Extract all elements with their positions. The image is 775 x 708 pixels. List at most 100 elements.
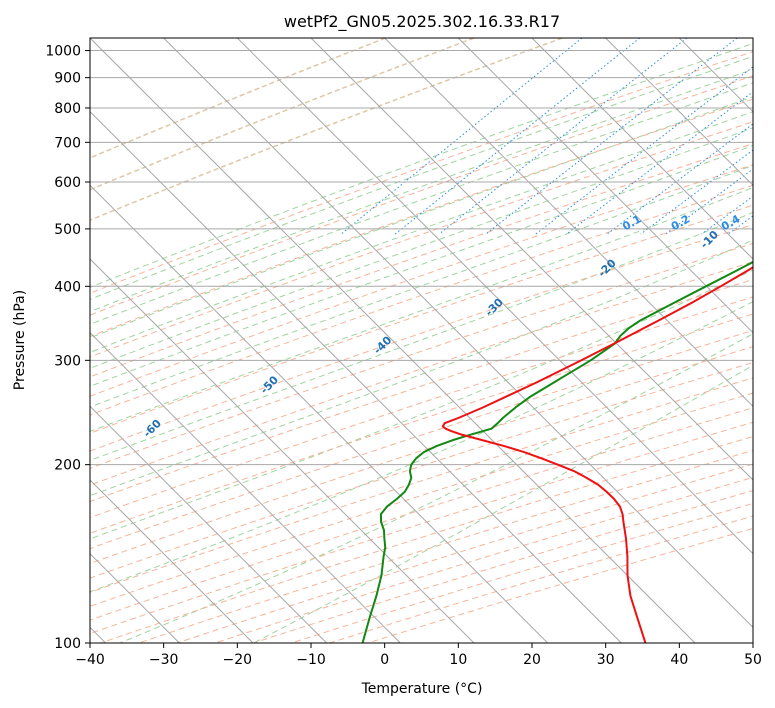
ccl-curve	[90, 38, 563, 221]
isotherm-label: -50	[258, 373, 281, 396]
dry-adiabat-line	[90, 164, 753, 397]
y-tick-label: 100	[54, 636, 81, 652]
mixing-ratio-label: 0.1	[620, 212, 643, 233]
isotherm-label: -70	[20, 464, 43, 487]
ccl-line	[90, 38, 563, 221]
moist-adiabat-line	[90, 42, 753, 288]
x-axis-label: Temperature (°C)	[361, 681, 483, 697]
x-tick-label: 50	[744, 652, 762, 668]
isotherm-line	[90, 38, 696, 643]
mixing-ratio-line	[394, 38, 641, 235]
dry-adiabat-line	[90, 421, 753, 635]
x-tick-label: 20	[523, 652, 541, 668]
moist-adiabat-line	[90, 164, 753, 408]
mixing-ratio-line	[606, 123, 753, 235]
dry-adiabat-line	[90, 121, 753, 358]
dry-adiabat-line	[176, 463, 753, 643]
x-tick-label: −40	[75, 652, 105, 668]
dry-adiabat-line	[253, 490, 753, 643]
moist-adiabat-line	[90, 239, 753, 497]
mixing-ratio-line	[701, 195, 753, 235]
y-tick-label: 800	[54, 101, 81, 117]
dry-adiabat-line	[100, 435, 753, 643]
x-tick-label: −20	[223, 652, 253, 668]
dry-adiabat-line	[329, 515, 753, 643]
moist-adiabat-line	[90, 211, 753, 461]
y-axis: 1000 900 800 700 600 500 400 300 200 100	[45, 44, 90, 652]
y-tick-label: 1000	[45, 44, 81, 60]
mixing-ratio-line	[535, 66, 753, 235]
x-tick-label: 40	[670, 652, 688, 668]
isotherm-label: -60	[141, 417, 164, 440]
mixing-ratio-line	[438, 38, 688, 235]
y-tick-label: 200	[54, 458, 81, 474]
moist-adiabat-line	[90, 68, 753, 313]
dry-adiabat-line	[90, 143, 753, 378]
isotherm-line	[678, 38, 753, 113]
isotherm-line	[90, 258, 475, 643]
isotherm-line	[531, 38, 753, 260]
y-tick-label: 900	[54, 71, 81, 87]
plot-frame	[89, 37, 754, 644]
x-tick-label: 0	[380, 652, 389, 668]
isotherm-line	[90, 405, 328, 643]
moist-adiabat-line	[90, 82, 753, 325]
isotherm-label: -40	[371, 333, 394, 356]
isotherm-label: -10	[698, 228, 721, 251]
isotherm-label: -30	[483, 296, 506, 319]
dry-adiabats	[90, 51, 753, 643]
isotherm-line	[90, 184, 549, 643]
x-tick-label: 10	[449, 652, 467, 668]
x-axis: −40 −30 −20 −10 0 10 20 30 40 50	[75, 643, 762, 668]
mixing-ratio-line	[767, 38, 775, 234]
isotherm-line	[236, 38, 753, 555]
ccl-line	[90, 38, 475, 191]
moist-adiabat-line	[253, 364, 753, 643]
dry-adiabat-line	[291, 502, 753, 643]
y-tick-label: 700	[54, 135, 81, 151]
mixing-ratio-label: 0.2	[669, 212, 692, 233]
isotherm-line	[384, 38, 753, 408]
isotherm-line	[457, 38, 753, 334]
mixing-ratio-lines	[340, 38, 775, 235]
mixing-ratio-label: 0.6	[752, 212, 775, 233]
y-axis-label: Pressure (hPa)	[12, 290, 28, 390]
y-tick-label: 500	[54, 222, 81, 238]
dry-adiabat-line	[367, 527, 753, 643]
dry-adiabat-line	[90, 51, 753, 294]
moist-adiabat-line	[90, 144, 753, 387]
x-tick-label: 30	[597, 652, 615, 668]
moist-adiabat-line	[90, 269, 753, 540]
mixing-ratio-line	[485, 38, 738, 235]
isotherm-line	[752, 38, 753, 39]
chart-title: wetPf2_GN05.2025.302.16.33.R17	[284, 12, 560, 32]
isotherm-line	[90, 110, 622, 643]
y-tick-label: 400	[54, 279, 81, 295]
y-tick-label: 300	[54, 353, 81, 369]
moist-adiabat-line	[90, 301, 753, 593]
isotherm-line	[90, 331, 401, 643]
plot-area: -100-90-80-70-60-50-40-30-20-100.10.20.4…	[20, 38, 775, 643]
moist-adiabat-line	[90, 55, 753, 300]
isotherm-line	[310, 38, 753, 481]
mixing-ratio-line	[566, 91, 753, 235]
dry-adiabat-line	[215, 476, 753, 643]
dewpoint-profile	[361, 260, 753, 643]
contour-labels: -100-90-80-70-60-50-40-30-20-100.10.20.4…	[20, 212, 775, 487]
isotherm-label: -20	[596, 256, 619, 279]
isotherm-line	[90, 479, 254, 643]
dry-adiabat-line	[90, 329, 753, 550]
x-tick-label: −30	[149, 652, 179, 668]
isobars	[90, 50, 753, 643]
isotherms	[90, 38, 753, 643]
isotherm-line	[605, 38, 753, 187]
isotherm-line	[163, 38, 753, 629]
mixing-ratio-line	[340, 38, 583, 235]
x-tick-label: −10	[296, 652, 326, 668]
moist-adiabat-line	[90, 96, 753, 339]
temperature-profile	[441, 266, 753, 643]
dry-adiabat-line	[138, 449, 753, 643]
y-tick-label: 600	[54, 175, 81, 191]
dry-adiabat-line	[90, 346, 753, 564]
